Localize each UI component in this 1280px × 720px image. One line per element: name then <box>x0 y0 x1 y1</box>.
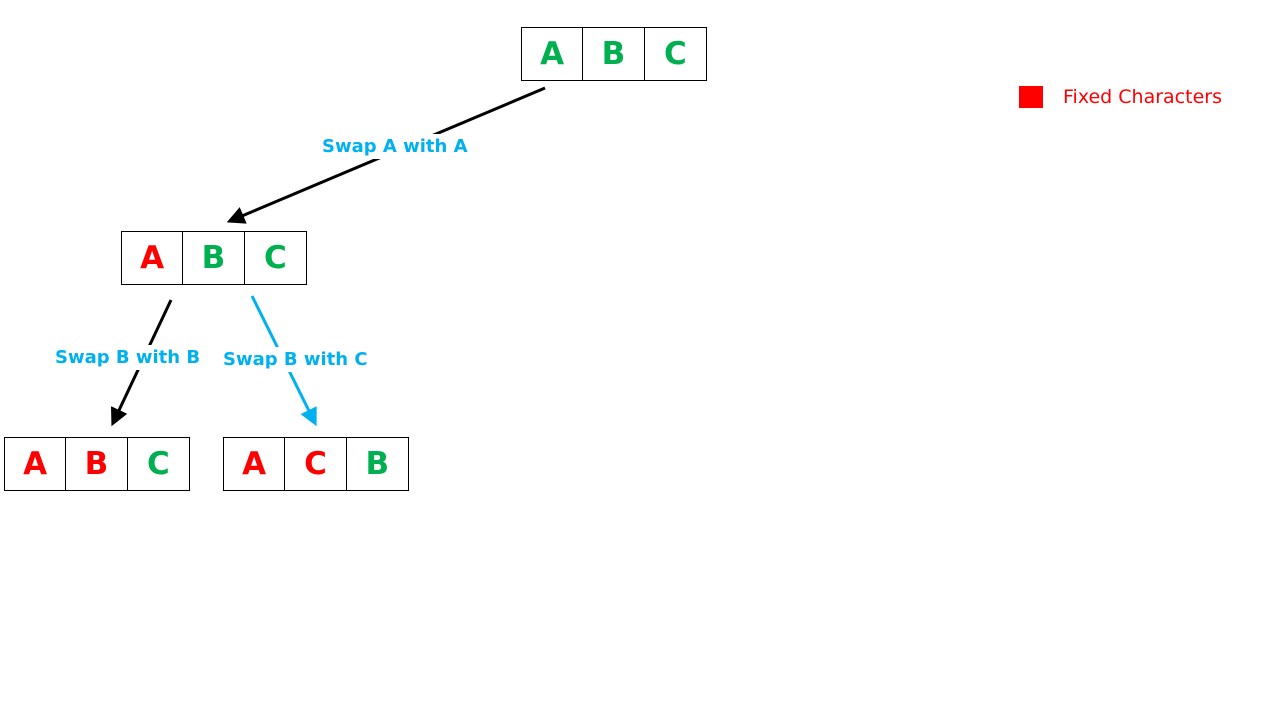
node-leaf2: A C B <box>223 437 409 491</box>
node-leaf1: A B C <box>4 437 190 491</box>
node-root-cell: A <box>522 28 584 80</box>
node-level1-cell: A <box>122 232 184 284</box>
edge-label-swap-a-with-a: Swap A with A <box>322 134 468 159</box>
legend-swatch <box>1019 86 1043 108</box>
legend: Fixed Characters <box>1019 86 1222 108</box>
legend-label: Fixed Characters <box>1063 86 1222 108</box>
node-leaf1-cell: B <box>66 438 128 490</box>
node-leaf1-cell: C <box>146 446 170 482</box>
node-level1: A B C <box>121 231 307 285</box>
node-leaf2-cell: B <box>365 446 390 482</box>
edge-label-swap-b-with-c: Swap B with C <box>223 347 368 372</box>
node-root: A B C <box>521 27 707 81</box>
node-leaf1-cell: A <box>5 438 67 490</box>
edge-label-swap-b-with-b: Swap B with B <box>55 345 201 370</box>
node-level1-cell: B <box>183 232 245 284</box>
node-root-cell: B <box>583 28 645 80</box>
node-leaf2-cell: A <box>224 438 286 490</box>
node-level1-cell: C <box>263 240 287 276</box>
node-leaf2-cell: C <box>285 438 347 490</box>
node-root-cell: C <box>663 36 687 72</box>
